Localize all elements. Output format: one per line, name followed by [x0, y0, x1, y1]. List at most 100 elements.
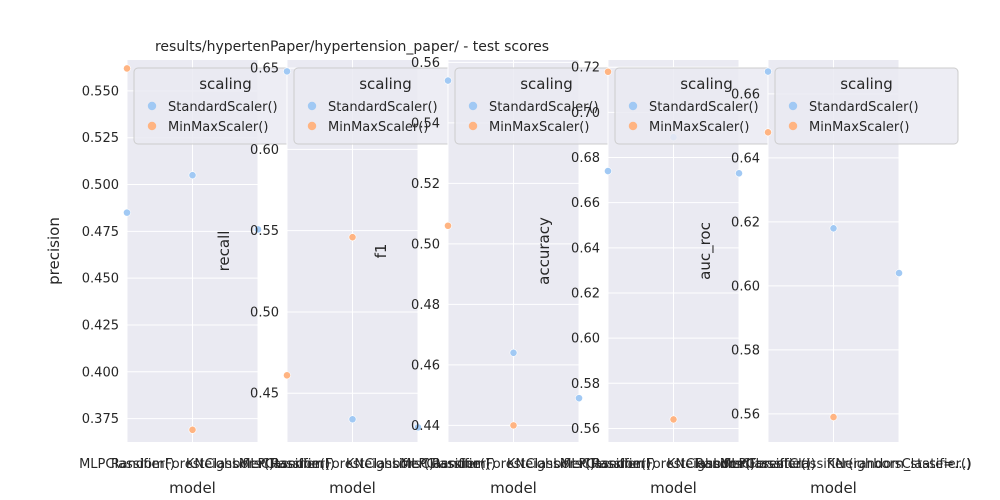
- y-tick-label: 0.64: [571, 241, 600, 256]
- data-point-minmax: [188, 425, 197, 434]
- y-tick-label: 0.66: [571, 196, 600, 211]
- legend-marker: [307, 121, 317, 131]
- data-point-minmax: [123, 64, 131, 73]
- x-axis-label: model: [650, 479, 697, 497]
- legend-label: MinMaxScaler(): [649, 120, 749, 135]
- y-tick-label: 0.60: [571, 332, 600, 347]
- legend-marker: [788, 101, 798, 111]
- legend-marker: [468, 121, 478, 131]
- data-point-standard: [735, 169, 743, 178]
- y-tick-label: 0.56: [731, 407, 760, 422]
- legend-box: [774, 67, 959, 145]
- x-axis-label: model: [810, 479, 857, 497]
- legend-label: MinMaxScaler(): [809, 120, 909, 135]
- y-tick-label: 0.475: [82, 225, 119, 240]
- data-point-minmax: [509, 421, 518, 430]
- y-tick-label: 0.375: [82, 412, 119, 427]
- y-tick-label: 0.66: [731, 87, 760, 102]
- y-tick-label: 0.58: [731, 343, 760, 358]
- y-tick-label: 0.56: [411, 56, 440, 71]
- subplot-f1: 0.44 0.46 0.48 0.50 0.52 0.54 0.56 MLPClassifie…: [372, 56, 656, 497]
- y-tick-label: 0.60: [731, 279, 760, 294]
- y-tick-label: 0.72: [571, 61, 600, 76]
- legend-label: StandardScaler(): [328, 100, 438, 115]
- y-axis-label: accuracy: [535, 217, 553, 285]
- data-point-standard: [348, 415, 357, 424]
- subplot-precision: 0.3750.4000.4250.4500.4750.5000.5250.550…: [45, 39, 549, 497]
- legend-label: StandardScaler(): [489, 100, 599, 115]
- legend-marker: [788, 121, 798, 131]
- x-tick-label: RandomForestClassifier(): [111, 457, 274, 472]
- subplot-auc_roc: 0.56 0.58 0.60 0.62 0.64 0.66 MLPClassifier()R…: [695, 60, 972, 497]
- legend-title: scaling: [680, 75, 733, 93]
- y-tick-label: 0.56: [571, 422, 600, 437]
- data-point-standard: [575, 394, 583, 403]
- legend-title: scaling: [520, 75, 573, 93]
- data-point-standard: [604, 167, 612, 175]
- x-tick-label: KNeighborsClassifier(): [186, 457, 330, 472]
- x-tick-label: MLPClassifier(): [400, 457, 496, 472]
- legend-label: StandardScaler(): [649, 100, 759, 115]
- data-point-standard: [764, 67, 772, 76]
- data-point-standard: [414, 423, 422, 432]
- y-tick-label: 0.62: [571, 286, 600, 301]
- data-point-standard: [188, 171, 197, 180]
- data-point-standard: [829, 224, 838, 233]
- data-point-standard: [444, 76, 452, 85]
- chart-title: results/hypertenPaper/hypertension_paper…: [155, 39, 549, 55]
- y-tick-label: 0.52: [411, 177, 440, 192]
- x-axis-label: model: [169, 479, 216, 497]
- legend-label: MinMaxScaler(): [168, 120, 268, 135]
- legend: scaling StandardScaler() MinMaxScaler(): [293, 67, 495, 145]
- y-tick-label: 0.48: [411, 298, 440, 313]
- legend-title: scaling: [199, 75, 252, 93]
- x-tick-label: KNeighborsClassifier(): [827, 457, 971, 472]
- legend-marker: [307, 101, 317, 111]
- y-tick-label: 0.58: [571, 377, 600, 392]
- y-tick-label: 0.45: [250, 387, 279, 402]
- data-point-minmax: [348, 233, 357, 242]
- y-tick-label: 0.525: [82, 131, 119, 146]
- y-tick-label: 0.65: [250, 62, 279, 77]
- x-axis-label: model: [329, 479, 376, 497]
- data-point-standard: [509, 348, 518, 357]
- data-point-minmax: [444, 221, 452, 230]
- x-tick-label: RandomForestClassifier(): [271, 457, 434, 472]
- legend-label: MinMaxScaler(): [328, 120, 428, 135]
- x-tick-label: MLPClassifier(): [560, 457, 656, 472]
- legend-label: StandardScaler(): [168, 100, 278, 115]
- y-tick-label: 0.64: [731, 151, 760, 166]
- y-tick-label: 0.70: [571, 106, 600, 121]
- legend: scaling StandardScaler() MinMaxScaler(): [774, 67, 959, 145]
- x-tick-label: MLPClassifier(): [720, 457, 816, 472]
- y-axis-label: precision: [45, 217, 63, 285]
- y-tick-label: 0.425: [82, 318, 119, 333]
- y-tick-label: 0.450: [82, 272, 119, 287]
- x-tick-label: RandomForestClassifier(random_state=...): [695, 457, 971, 472]
- x-tick-label: MLPClassifier(): [79, 457, 175, 472]
- subplot-recall: 0.45 0.50 0.55 0.60 0.65 MLPClassifier()Rando…: [215, 60, 495, 497]
- legend-marker: [628, 101, 638, 111]
- y-tick-label: 0.68: [571, 151, 600, 166]
- subplot-accuracy: 0.56 0.58 0.60 0.62 0.64 0.66 0.68 0.70 0.72 MLPC…: [535, 60, 816, 497]
- x-tick-label: KNeighborsClassifier(): [507, 457, 651, 472]
- legend: scaling StandardScaler() MinMaxScaler(): [614, 67, 816, 145]
- x-tick-label: KNeighborsClassifier(): [667, 457, 811, 472]
- data-point-standard: [123, 208, 131, 217]
- legend: scaling StandardScaler() MinMaxScaler(): [454, 67, 656, 145]
- legend-label: StandardScaler(): [809, 100, 919, 115]
- x-tick-label: KNeighborsClassifier(): [346, 457, 490, 472]
- y-tick-label: 0.44: [411, 419, 440, 434]
- legend-marker: [147, 121, 157, 131]
- legend: scaling StandardScaler() MinMaxScaler(): [133, 67, 335, 145]
- y-tick-label: 0.50: [411, 237, 440, 252]
- data-point-standard: [283, 67, 291, 76]
- legend-marker: [468, 101, 478, 111]
- y-tick-label: 0.500: [82, 178, 119, 193]
- data-point-standard: [254, 225, 262, 234]
- legend-marker: [147, 101, 157, 111]
- y-tick-label: 0.54: [411, 116, 440, 131]
- legend-title: scaling: [359, 75, 412, 93]
- legend-marker: [628, 121, 638, 131]
- y-axis-label: recall: [215, 231, 233, 272]
